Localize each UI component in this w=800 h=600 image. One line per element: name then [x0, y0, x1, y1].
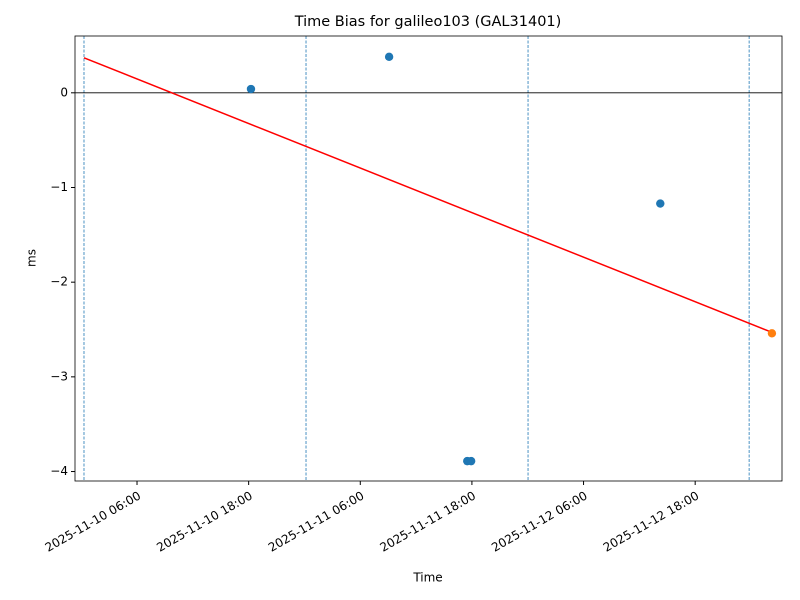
- trend-line: [83, 57, 773, 334]
- data-point: [767, 329, 777, 338]
- y-tick-label: −1: [50, 180, 68, 194]
- x-tick-label: 2025-11-12 18:00: [601, 489, 702, 555]
- y-tick-label: 0: [60, 85, 68, 99]
- x-tick-label: 2025-11-11 18:00: [378, 489, 479, 555]
- x-tick-label: 2025-11-10 18:00: [154, 489, 255, 555]
- data-point: [246, 84, 256, 94]
- x-tick-label: 2025-11-12 06:00: [489, 489, 590, 555]
- x-tick-label: 2025-11-10 06:00: [43, 489, 144, 555]
- x-tick-label: 2025-11-11 06:00: [266, 489, 367, 555]
- plot-frame: [74, 35, 783, 482]
- y-tick-label: −2: [50, 275, 68, 289]
- x-axis-label: Time: [412, 571, 442, 585]
- y-axis-label: ms: [25, 249, 39, 267]
- chart-title: Time Bias for galileo103 (GAL31401): [294, 14, 562, 30]
- data-point: [466, 456, 476, 466]
- y-tick-label: −4: [50, 464, 68, 478]
- data-point: [656, 199, 665, 208]
- data-point: [384, 52, 394, 62]
- y-tick-label: −3: [50, 369, 68, 383]
